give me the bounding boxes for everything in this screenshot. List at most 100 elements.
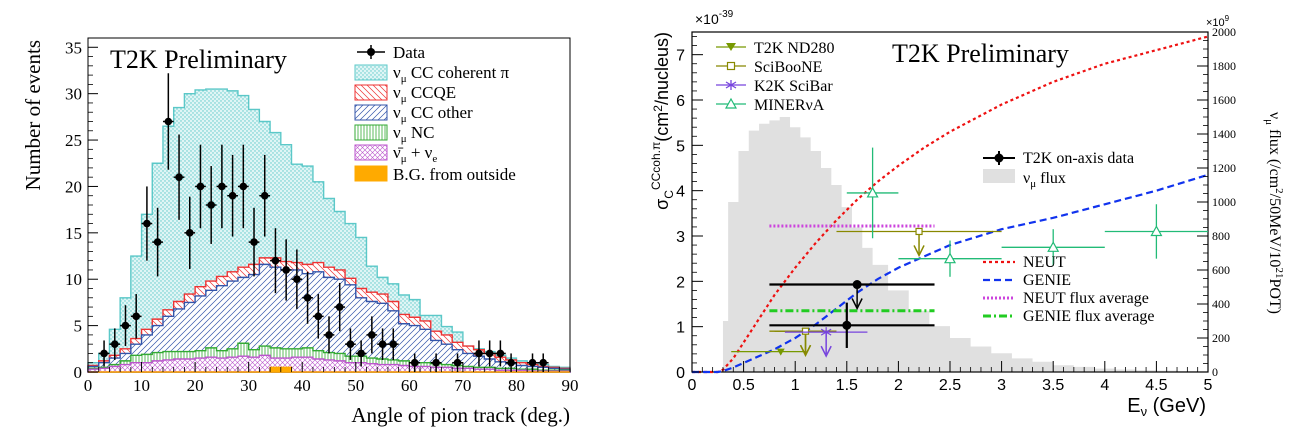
data-marker — [335, 303, 344, 311]
neut-curve — [692, 35, 1209, 374]
right-x-tick-label: 1.5 — [836, 377, 858, 394]
data-marker — [143, 219, 151, 228]
data-point — [291, 249, 303, 309]
legend-data-label: Data — [393, 43, 426, 62]
right-chart-title: T2K Preliminary — [892, 39, 1069, 68]
right-y-tick-label: 7 — [676, 48, 685, 65]
left-y-tick-label: 10 — [65, 270, 82, 289]
legend-t2k-on-axis-marker — [983, 151, 1015, 165]
right-y2-tick-label: 1600 — [1212, 93, 1236, 107]
data-point — [473, 340, 485, 367]
sciboone-marker — [801, 327, 810, 335]
legend-bg-outside-label: B.G. from outside — [393, 165, 516, 184]
sciboone-point-arrow-head — [799, 344, 812, 357]
data-marker — [432, 358, 440, 367]
right-y2-tick-label: 1000 — [1212, 195, 1236, 209]
right-y2-tick-label: 200 — [1212, 331, 1230, 345]
right-x-tick-label: 0 — [688, 377, 697, 394]
stacked-histograms — [87, 88, 571, 373]
t2k-on-axis-marker — [842, 320, 852, 330]
data-point — [141, 186, 153, 261]
data-marker — [303, 293, 312, 302]
minerva-point — [898, 240, 1002, 277]
legend-flux-swatch — [983, 169, 1015, 183]
left-y-tick-label: 25 — [65, 131, 82, 150]
t2k-on-axis-point — [769, 280, 935, 311]
left-x-tick-label: 90 — [562, 376, 579, 395]
left-x-tick-label: 30 — [240, 376, 257, 395]
minerva-marker — [866, 186, 879, 198]
right-y-tick-label: 3 — [676, 229, 685, 246]
right-y2-tick-label: 2000 — [1212, 25, 1236, 39]
right-y-multiplier: ×10-39 — [695, 9, 734, 27]
data-point — [120, 305, 131, 347]
legend-ccqe-swatch — [354, 84, 388, 101]
right-y2-tick-label: 1800 — [1212, 59, 1236, 73]
data-point — [173, 134, 185, 220]
right-x-tick-label: 5 — [1204, 377, 1213, 394]
data-marker — [250, 238, 258, 246]
data-point — [334, 282, 346, 332]
t2k-on-axis-point-arrow-head — [851, 298, 863, 311]
data-marker — [378, 340, 387, 348]
left-y-tick-label: 5 — [74, 317, 83, 336]
legend-neut-flux-avg-label: NEUT flux average — [1023, 290, 1149, 307]
legend-genie-label: GENIE — [1023, 272, 1071, 289]
legend-k2k-scibar-label: K2K SciBar — [754, 78, 833, 95]
data-point — [248, 207, 260, 277]
t2k-on-axis-point — [769, 302, 935, 348]
data-marker — [175, 173, 183, 181]
data-marker — [239, 182, 248, 191]
data-point — [237, 144, 249, 229]
legend-coherent-label: νμ CC coherent π — [393, 63, 510, 85]
left-x-tick-label: 70 — [454, 376, 471, 395]
right-legend-models: NEUT GENIE NEUT flux average GENIE flux … — [983, 254, 1155, 325]
right-x-tick-label: 1 — [791, 377, 800, 394]
legend-bg-outside-swatch — [354, 165, 388, 182]
legend-cc-other-label: νμ CC other — [393, 103, 473, 125]
data-marker — [496, 349, 505, 358]
data-marker — [357, 349, 365, 358]
right-y2-multiplier: ×109 — [1206, 14, 1230, 29]
hist-anti-nue — [87, 354, 571, 373]
experiment-points — [731, 147, 1208, 358]
legend-flux-label: νμ flux — [1023, 170, 1066, 190]
right-x-tick-label: 0.5 — [732, 377, 754, 394]
left-x-tick-label: 20 — [187, 376, 204, 395]
right-y2-tick-label: 600 — [1212, 263, 1230, 277]
data-point — [355, 340, 367, 367]
data-point — [109, 328, 121, 360]
data-marker — [207, 201, 215, 209]
sciboone-point-arrow-head — [913, 245, 925, 258]
legend-nc-swatch — [354, 124, 388, 141]
right-y-axis-label: σCCCcoh.π(cm2/nucleus) — [649, 32, 676, 210]
legend-t2k-nd280-marker — [716, 43, 746, 51]
left-y-axis-label: Number of events — [21, 40, 45, 190]
data-point — [387, 328, 399, 360]
legend-k2k-scibar-marker — [716, 80, 746, 90]
data-point — [205, 166, 217, 244]
data-point — [227, 154, 238, 237]
legend-t2k-on-axis-label: T2K on-axis data — [1023, 150, 1134, 167]
legend-sciboone-marker — [716, 61, 746, 71]
left-x-tick-label: 0 — [84, 376, 93, 395]
right-x-axis-label: Eν (GeV) — [1127, 395, 1206, 419]
data-point — [152, 207, 163, 277]
minerva-point — [846, 147, 899, 239]
genie-curve — [692, 173, 1209, 374]
data-marker — [132, 312, 140, 321]
data-point — [366, 316, 378, 354]
minerva-point — [1104, 204, 1208, 259]
right-y2-tick-label: 1400 — [1212, 127, 1236, 141]
data-point — [216, 144, 228, 229]
right-y-tick-label: 0 — [676, 365, 685, 382]
data-point — [98, 340, 110, 367]
data-marker — [475, 349, 483, 358]
left-legend: Data νμ CC coherent π νμ CCQE νμ CC othe… — [354, 43, 516, 184]
t2k-nd280-marker — [776, 348, 785, 356]
right-x-tick-label: 3.5 — [1042, 377, 1064, 394]
data-marker — [282, 266, 290, 274]
data-point — [302, 271, 313, 324]
data-point — [537, 353, 549, 372]
minerva-point — [1001, 229, 1105, 266]
